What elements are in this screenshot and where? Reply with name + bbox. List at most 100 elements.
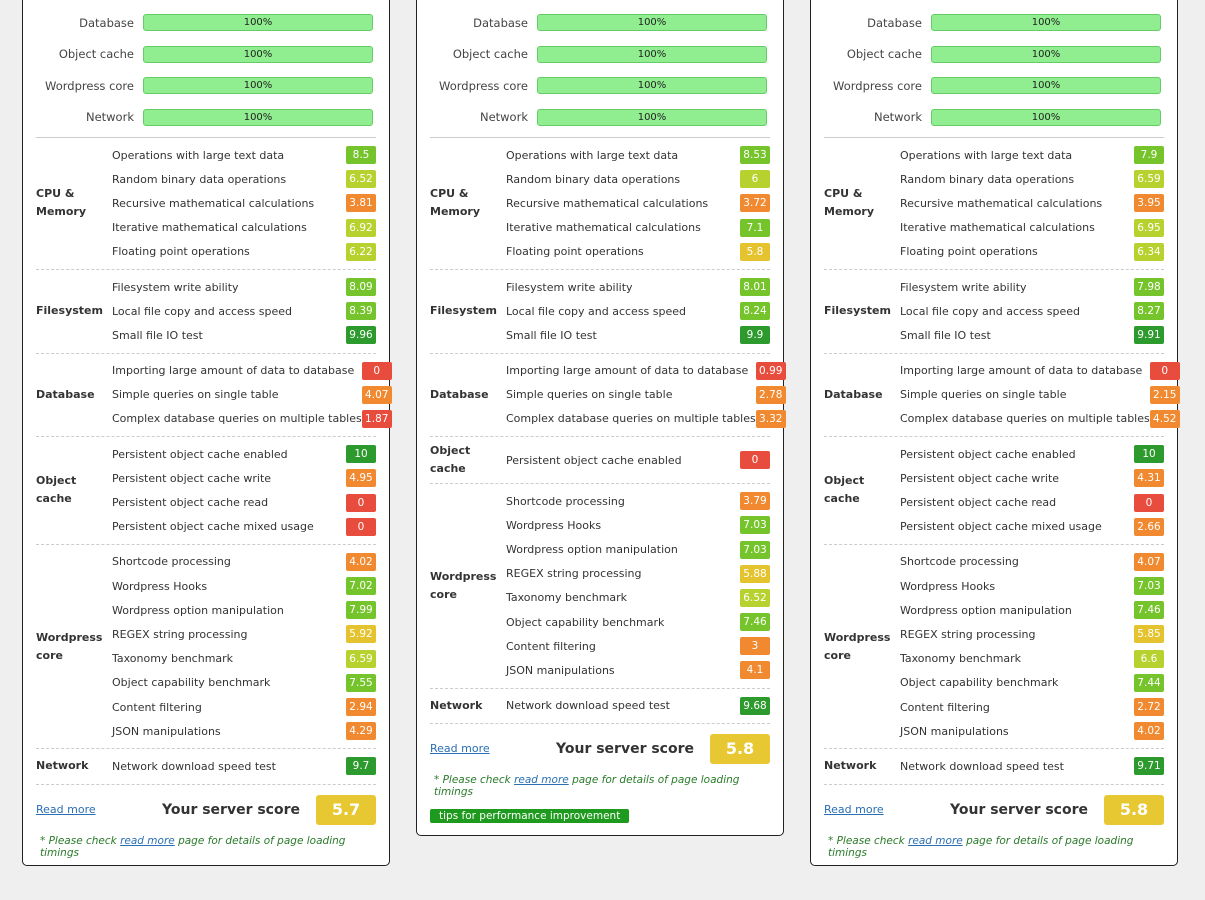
benchmark-row: Iterative mathematical calculations 7.1	[506, 216, 770, 240]
progress-bar: 100%	[931, 77, 1161, 95]
benchmark-row: Shortcode processing 4.07	[900, 550, 1164, 574]
benchmark-label: Local file copy and access speed	[506, 304, 687, 318]
footnote-read-more-link[interactable]: read more	[120, 834, 175, 847]
read-more-link[interactable]: Read more	[430, 742, 490, 756]
benchmark-row: Persistent object cache write 4.95	[112, 466, 376, 490]
progress-bar: 100%	[931, 14, 1161, 32]
server-score-label: Your server score	[556, 740, 694, 757]
section-title: Filesystem	[36, 304, 103, 318]
server-score-label: Your server score	[162, 801, 300, 818]
benchmark-label: Taxonomy benchmark	[900, 652, 1022, 666]
section-items: Shortcode processing 4.07 Wordpress Hooks 7…	[900, 550, 1164, 744]
benchmark-label: Simple queries on single table	[506, 388, 673, 402]
section-title: Network	[430, 698, 483, 712]
summary-row: Network 100%	[36, 102, 376, 134]
benchmark-section: Network Network download speed test 9.68	[430, 689, 770, 724]
score-badge: 10	[346, 445, 376, 464]
benchmark-row: Wordpress Hooks 7.03	[900, 574, 1164, 598]
score-badge: 8.27	[1134, 302, 1164, 321]
benchmark-label: Random binary data operations	[900, 172, 1075, 186]
benchmark-label: Network download speed test	[900, 759, 1064, 773]
score-badge: 7.9	[1134, 146, 1164, 165]
section-items: Network download speed test 9.71	[900, 754, 1164, 778]
benchmark-label: Complex database queries on multiple tab…	[900, 412, 1150, 426]
score-badge: 0	[740, 451, 770, 470]
summary-label: Database	[867, 15, 922, 30]
benchmark-card: Database 100% Object cache 100% Wordpress co…	[810, 0, 1180, 866]
progress-bar: 100%	[537, 45, 767, 63]
score-badge: 8.53	[740, 146, 770, 165]
section-title: Object cache	[824, 474, 865, 506]
read-more-link[interactable]: Read more	[824, 803, 884, 816]
footnote-read-more-link[interactable]: read more	[514, 773, 569, 786]
score-badge: 4.29	[346, 722, 376, 741]
benchmark-row: Operations with large text data 8.5	[112, 143, 376, 167]
section-items: Persistent object cache enabled 0	[506, 448, 770, 472]
score-badge: 5.92	[346, 625, 376, 644]
divider	[36, 137, 376, 138]
benchmark-label: Importing large amount of data to databa…	[506, 364, 749, 378]
benchmark-row: JSON manipulations 4.02	[900, 719, 1164, 743]
benchmark-section: Object cache Persistent object cache enab…	[36, 437, 376, 545]
benchmark-label: Persistent object cache read	[900, 496, 1057, 510]
benchmark-row: Taxonomy benchmark 6.6	[900, 647, 1164, 671]
read-more-link[interactable]: Read more	[36, 803, 96, 816]
benchmark-section: Wordpress core Shortcode processing 4.02 Wo…	[36, 545, 376, 750]
divider	[430, 137, 770, 138]
benchmark-row: Small file IO test 9.9	[506, 323, 770, 347]
benchmark-label: Wordpress Hooks	[506, 518, 602, 532]
benchmark-label: Iterative mathematical calculations	[112, 221, 307, 235]
benchmark-row: Recursive mathematical calculations 3.95	[900, 191, 1164, 215]
benchmark-label: Persistent object cache read	[112, 496, 269, 510]
score-badge: 4.95	[346, 469, 376, 488]
benchmark-card: Database 100% Object cache 100% Wordpress co…	[22, 0, 392, 866]
progress-bar: 100%	[143, 14, 373, 32]
score-badge: 4.1	[740, 661, 770, 680]
benchmark-row: Persistent object cache enabled 0	[506, 448, 770, 472]
section-title: Database	[36, 387, 95, 401]
benchmark-row: Persistent object cache read 0	[112, 490, 376, 514]
benchmark-row: Importing large amount of data to databa…	[506, 359, 786, 383]
score-badge: 9.9	[740, 326, 770, 345]
benchmark-section: Database Importing large amount of data t…	[824, 354, 1180, 438]
score-badge: 8.09	[346, 278, 376, 297]
benchmark-label: Taxonomy benchmark	[506, 591, 628, 605]
section-title: Database	[430, 387, 489, 401]
score-badge: 6.95	[1134, 218, 1164, 237]
footnote-read-more-link[interactable]: read more	[908, 834, 963, 847]
footnote: * Please check read more page for detail…	[824, 831, 1164, 865]
score-badge: 7.98	[1134, 278, 1164, 297]
benchmark-label: Shortcode processing	[506, 494, 625, 508]
benchmark-label: Complex database queries on multiple tab…	[506, 412, 756, 426]
benchmark-label: Filesystem write ability	[506, 280, 633, 294]
score-badge: 10	[1134, 445, 1164, 464]
progress-bar: 100%	[537, 14, 767, 32]
score-badge: 6.59	[1134, 170, 1164, 189]
benchmark-label: Object capability benchmark	[506, 615, 665, 629]
benchmark-row: Floating point operations 6.34	[900, 240, 1164, 264]
benchmark-row: Simple queries on single table 4.07	[112, 383, 392, 407]
score-badge: 1.87	[361, 409, 392, 428]
score-badge: 2.72	[1134, 698, 1164, 717]
progress-bar: 100%	[931, 108, 1161, 126]
benchmark-section: Database Importing large amount of data t…	[430, 354, 786, 438]
benchmark-row: Shortcode processing 4.02	[112, 550, 376, 574]
benchmark-row: Object capability benchmark 7.44	[900, 671, 1164, 695]
server-score: Your server score 5.8	[950, 794, 1164, 825]
section-title: Wordpress core	[824, 630, 891, 662]
score-badge: 8.01	[740, 278, 770, 297]
score-badge: 4.02	[346, 552, 376, 571]
section-items: Shortcode processing 4.02 Wordpress Hooks 7…	[112, 550, 376, 744]
summary-row: Wordpress core 100%	[36, 70, 376, 102]
benchmark-label: Importing large amount of data to databa…	[900, 364, 1143, 378]
benchmark-row: Operations with large text data 7.9	[900, 143, 1164, 167]
card-footer: Read more Your server score 5.8	[430, 724, 770, 770]
benchmark-section: Filesystem Filesystem write ability 8.01 Lo…	[430, 270, 770, 354]
benchmark-row: Persistent object cache enabled 10	[900, 442, 1164, 466]
section-title: Wordpress core	[36, 630, 103, 662]
benchmark-section: Wordpress core Shortcode processing 3.79 Wo…	[430, 484, 770, 689]
score-badge: 2.94	[346, 698, 376, 717]
progress-bar: 100%	[143, 108, 373, 126]
tips-button[interactable]: tips for performance improvement	[430, 808, 630, 823]
server-score: Your server score 5.7	[162, 794, 376, 825]
